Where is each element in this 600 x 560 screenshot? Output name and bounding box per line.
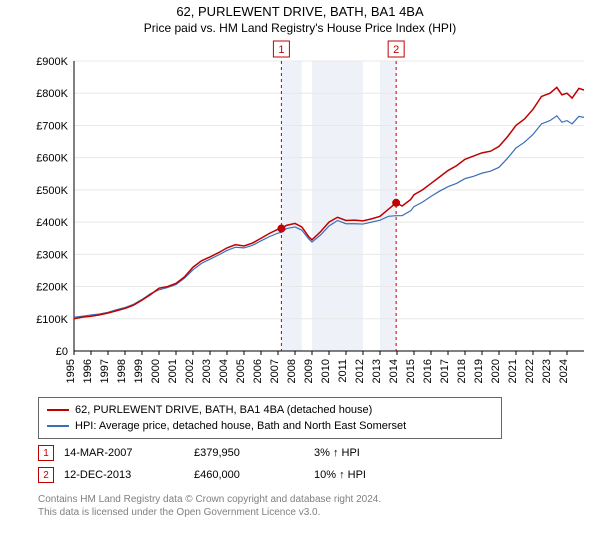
- arrow-up-icon: ↑: [339, 469, 345, 481]
- x-axis-label: 1999: [133, 359, 145, 383]
- y-axis-label: £400K: [36, 217, 68, 229]
- x-axis-label: 2011: [337, 359, 349, 383]
- shaded-band: [312, 61, 363, 351]
- x-axis-label: 1998: [116, 359, 128, 383]
- sale-date: 14-MAR-2007: [64, 447, 184, 459]
- legend-swatch: [47, 409, 69, 411]
- shaded-band: [281, 61, 301, 351]
- x-axis-label: 2013: [371, 359, 383, 383]
- y-axis-label: £200K: [36, 282, 68, 294]
- x-axis-label: 2020: [490, 359, 502, 383]
- y-axis-label: £0: [56, 346, 68, 358]
- legend-item: 62, PURLEWENT DRIVE, BATH, BA1 4BA (deta…: [47, 402, 493, 418]
- sale-marker-row: 1 14-MAR-2007 £379,950 3% ↑ HPI: [38, 445, 600, 461]
- sale-marker-badge: 1: [38, 445, 54, 461]
- x-axis-label: 2021: [507, 359, 519, 383]
- x-axis-label: 2001: [167, 359, 179, 383]
- x-axis-label: 2017: [439, 359, 451, 383]
- y-axis-label: £100K: [36, 314, 68, 326]
- x-axis-label: 2024: [558, 359, 570, 383]
- y-axis-label: £900K: [36, 56, 68, 68]
- line-chart-svg: £0 £100K £200K £300K £400K £500K £600K £700K £80…: [32, 39, 592, 391]
- event-badge-label: 2: [393, 44, 399, 56]
- x-axis-label: 2002: [184, 359, 196, 383]
- footnote-line: Contains HM Land Registry data © Crown c…: [38, 493, 600, 506]
- x-axis-label: 2005: [235, 359, 247, 383]
- x-axis-label: 1995: [65, 359, 77, 383]
- sale-pct: 10% ↑ HPI: [314, 469, 474, 481]
- x-axis-label: 2015: [405, 359, 417, 383]
- x-axis-label: 2004: [218, 359, 230, 383]
- footnote-line: This data is licensed under the Open Gov…: [38, 506, 600, 519]
- sale-pct: 3% ↑ HPI: [314, 447, 474, 459]
- x-axis-label: 2000: [150, 359, 162, 383]
- legend-label: HPI: Average price, detached house, Bath…: [75, 418, 406, 434]
- x-axis-label: 2016: [422, 359, 434, 383]
- x-axis-label: 1996: [82, 359, 94, 383]
- x-axis-label: 2007: [269, 359, 281, 383]
- y-axis-label: £300K: [36, 249, 68, 261]
- y-axis-label: £800K: [36, 88, 68, 100]
- legend-item: HPI: Average price, detached house, Bath…: [47, 418, 493, 434]
- x-axis-label: 2014: [388, 359, 400, 383]
- event-badge-label: 1: [278, 44, 284, 56]
- chart-area: £0 £100K £200K £300K £400K £500K £600K £700K £80…: [32, 39, 592, 391]
- x-axis-label: 2018: [456, 359, 468, 383]
- arrow-up-icon: ↑: [333, 447, 339, 459]
- x-axis-label: 2003: [201, 359, 213, 383]
- y-axis-label: £600K: [36, 153, 68, 165]
- x-axis-label: 2019: [473, 359, 485, 383]
- sale-price: £460,000: [194, 469, 304, 481]
- sale-markers-list: 1 14-MAR-2007 £379,950 3% ↑ HPI 2 12-DEC-2013…: [0, 445, 600, 483]
- sale-marker-badge: 2: [38, 467, 54, 483]
- legend-swatch: [47, 425, 69, 427]
- y-axis-label: £700K: [36, 120, 68, 132]
- sale-point: [277, 225, 285, 233]
- x-axis-label: 2023: [541, 359, 553, 383]
- chart-title: 62, PURLEWENT DRIVE, BATH, BA1 4BA: [0, 0, 600, 19]
- x-axis-label: 2009: [303, 359, 315, 383]
- legend: 62, PURLEWENT DRIVE, BATH, BA1 4BA (deta…: [38, 397, 502, 439]
- sale-point: [392, 199, 400, 207]
- x-axis-label: 2008: [286, 359, 298, 383]
- sale-price: £379,950: [194, 447, 304, 459]
- x-axis-label: 2006: [252, 359, 264, 383]
- y-axis-label: £500K: [36, 185, 68, 197]
- x-axis-label: 2012: [354, 359, 366, 383]
- shaded-band: [380, 61, 396, 351]
- footnote: Contains HM Land Registry data © Crown c…: [38, 493, 600, 519]
- x-axis-label: 2022: [524, 359, 536, 383]
- sale-marker-row: 2 12-DEC-2013 £460,000 10% ↑ HPI: [38, 467, 600, 483]
- sale-date: 12-DEC-2013: [64, 469, 184, 481]
- x-axis-label: 2010: [320, 359, 332, 383]
- x-axis-label: 1997: [99, 359, 111, 383]
- chart-subtitle: Price paid vs. HM Land Registry's House …: [0, 19, 600, 35]
- legend-label: 62, PURLEWENT DRIVE, BATH, BA1 4BA (deta…: [75, 402, 372, 418]
